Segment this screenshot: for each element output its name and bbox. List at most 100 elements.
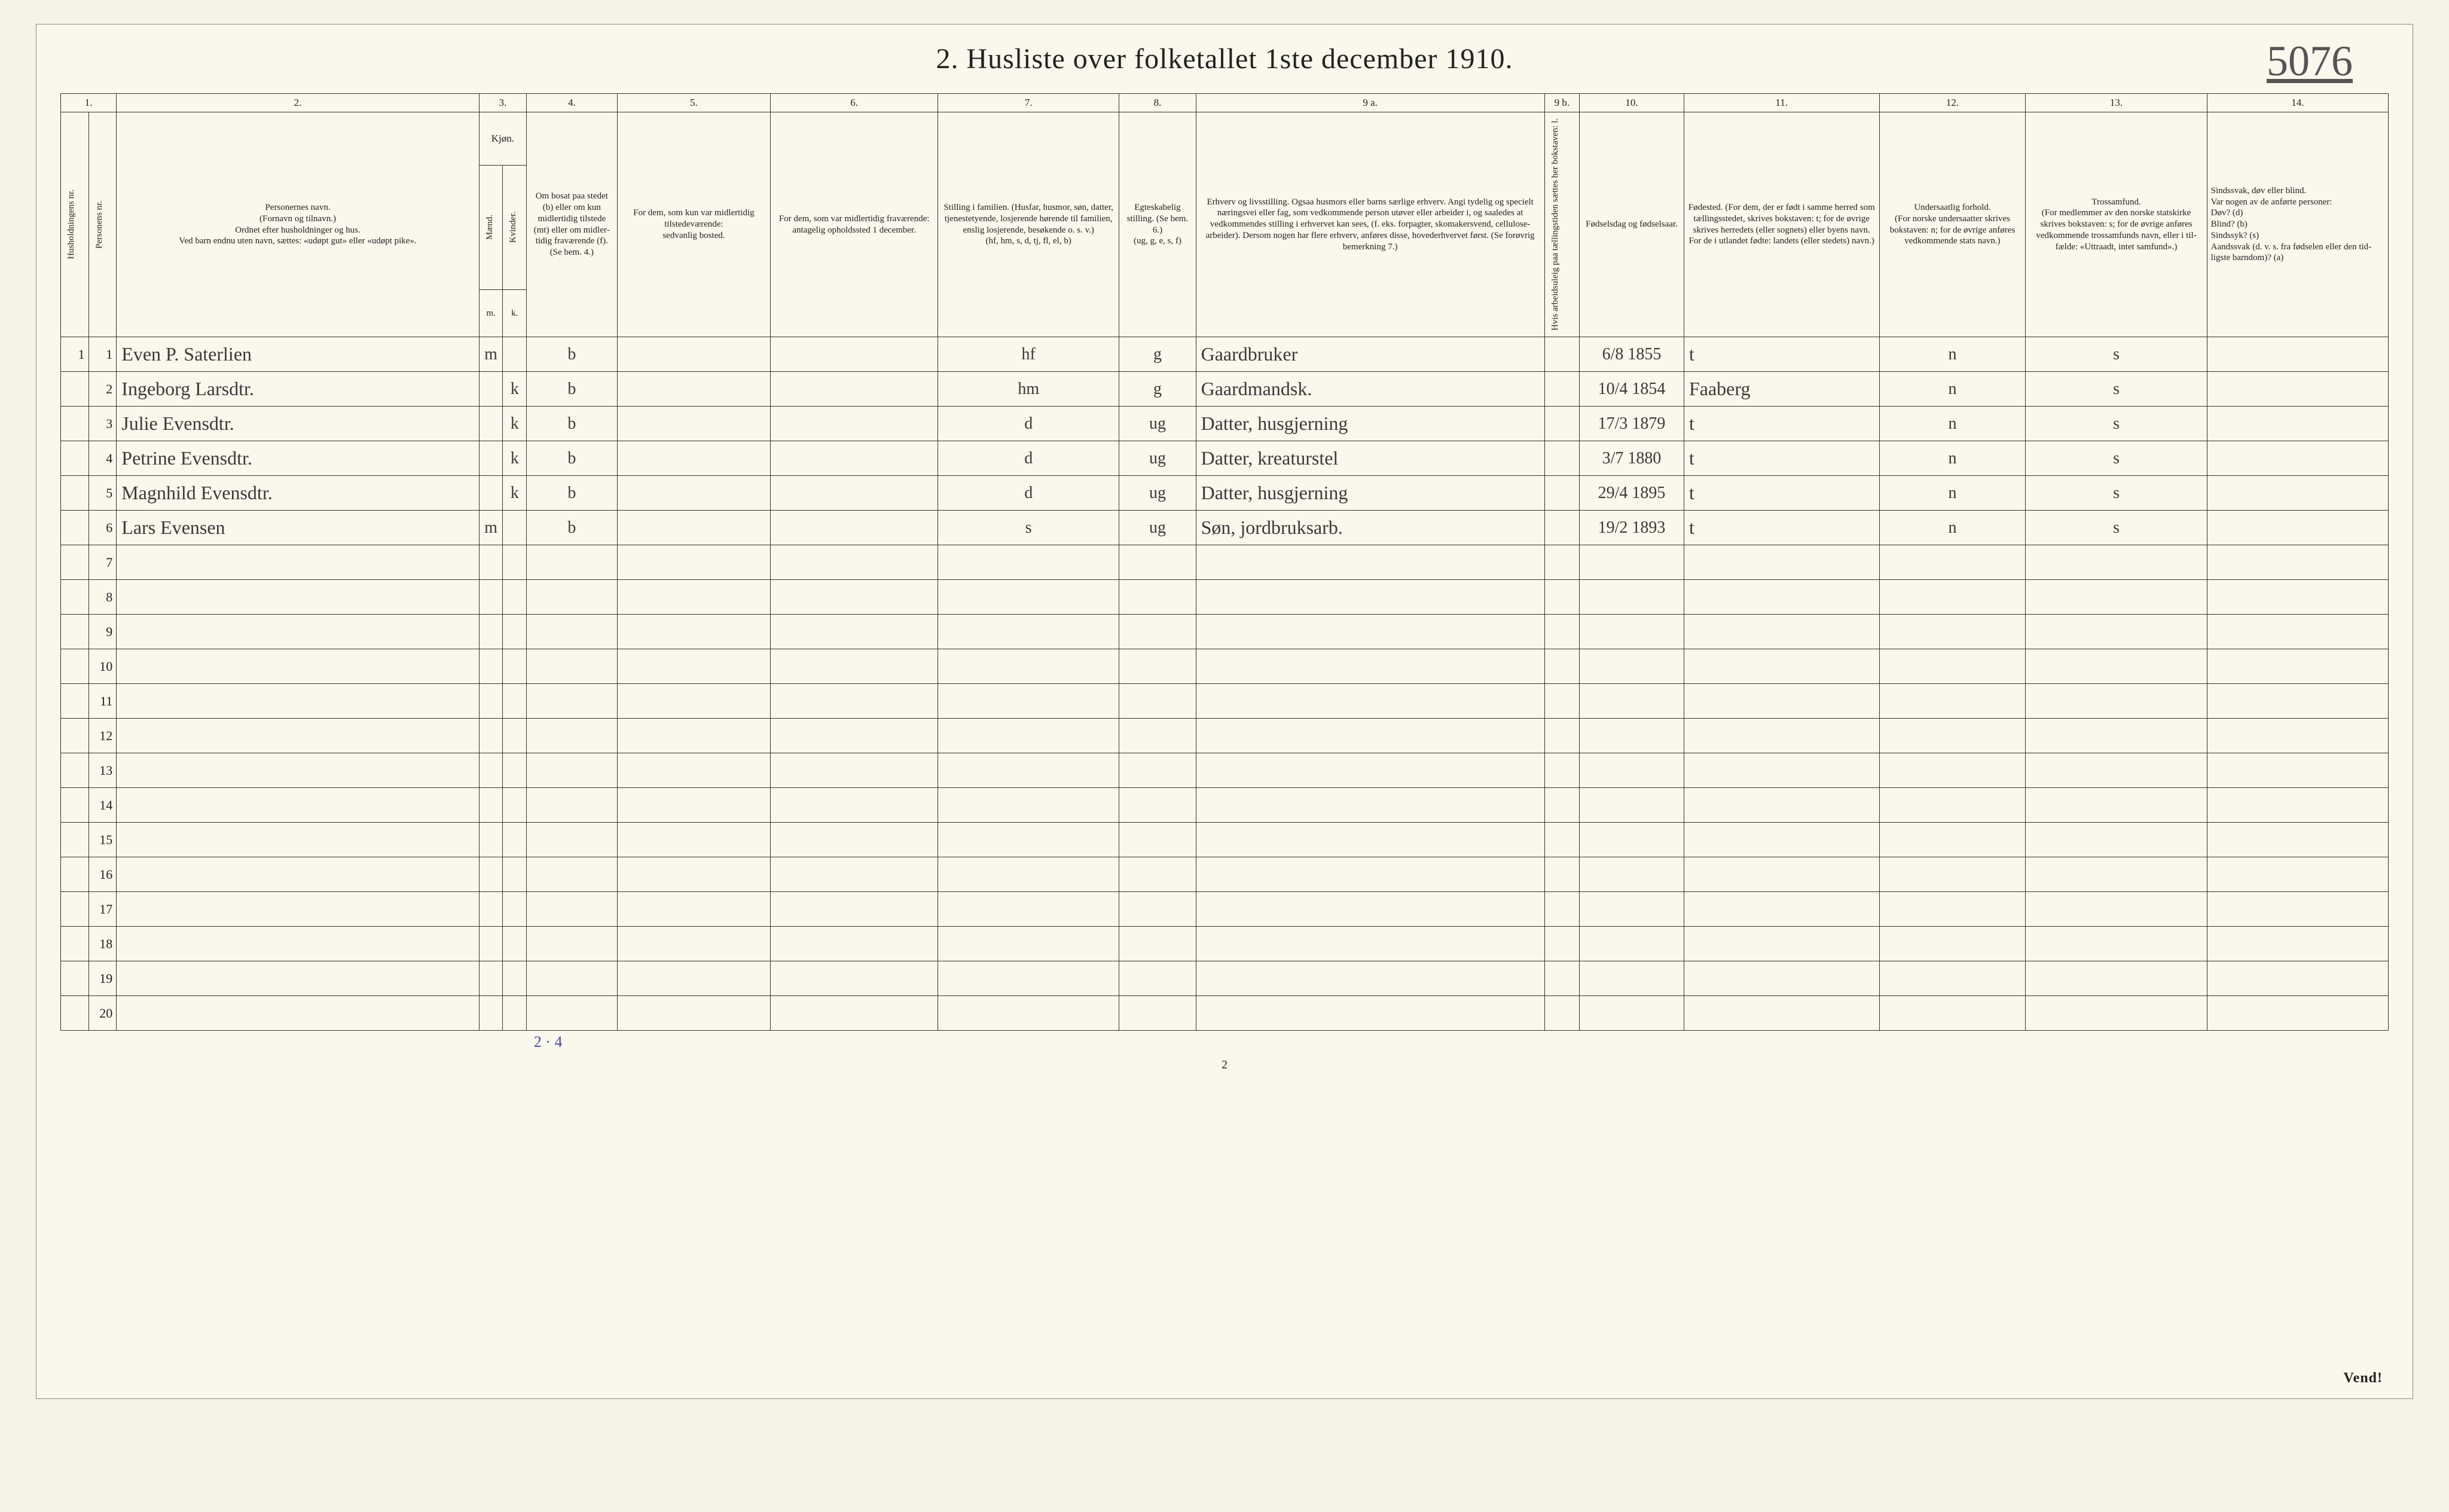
empty-cell [617, 788, 771, 823]
table-foot: 2 · 4 [61, 1031, 2389, 1054]
mt-cell [617, 511, 771, 545]
empty-cell [503, 615, 527, 649]
table-row: 6Lars EvensenmbsugSøn, jordbruksarb.19/2… [61, 511, 2389, 545]
name-cell: Julie Evensdtr. [117, 407, 479, 441]
pn-cell: 18 [88, 927, 117, 961]
empty-cell [2026, 684, 2207, 719]
empty-cell [527, 823, 618, 857]
empty-cell [2207, 753, 2388, 788]
empty-cell [61, 892, 89, 927]
pn-cell: 17 [88, 892, 117, 927]
bosat-cell: b [527, 407, 618, 441]
empty-cell [1119, 753, 1196, 788]
colnum-6: 6. [771, 94, 938, 112]
empty-cell [1119, 615, 1196, 649]
colnum-4: 4. [527, 94, 618, 112]
table-row: 19 [61, 961, 2389, 996]
colnum-3: 3. [479, 94, 526, 112]
unders-cell: n [1879, 337, 2026, 372]
empty-cell [1119, 545, 1196, 580]
empty-cell [61, 684, 89, 719]
sex-k-cell [503, 511, 527, 545]
empty-cell [61, 649, 89, 684]
mt-cell [617, 372, 771, 407]
table-row: 20 [61, 996, 2389, 1031]
hdr-frav: For dem, som var midlertidig fraværende:… [771, 112, 938, 337]
empty-cell [938, 927, 1119, 961]
empty-cell [1196, 753, 1544, 788]
empty-cell [1684, 788, 1879, 823]
hdr-fdag: Fødsels­dag og fødsels­aar. [1580, 112, 1684, 337]
empty-cell [1544, 649, 1579, 684]
empty-cell [1119, 996, 1196, 1031]
fsted-cell: t [1684, 407, 1879, 441]
empty-cell [1196, 892, 1544, 927]
pn-cell: 1 [88, 337, 117, 372]
colnum-10: 10. [1580, 94, 1684, 112]
pn-cell: 13 [88, 753, 117, 788]
fsted-cell: t [1684, 337, 1879, 372]
empty-cell [1580, 719, 1684, 753]
empty-cell [771, 719, 938, 753]
empty-cell [1196, 545, 1544, 580]
empty-cell [617, 961, 771, 996]
page-title: 2. Husliste over folketallet 1ste decemb… [936, 42, 1513, 75]
unders-cell: n [1879, 476, 2026, 511]
hdr-name: Personernes navn. (Fornavn og tilnavn.) … [117, 112, 479, 337]
empty-cell [479, 649, 503, 684]
empty-cell [617, 892, 771, 927]
table-row: 2Ingeborg Larsdtr.kbhmgGaardmandsk.10/4 … [61, 372, 2389, 407]
empty-cell [617, 615, 771, 649]
empty-cell [771, 615, 938, 649]
fdag-cell: 29/4 1895 [1580, 476, 1684, 511]
empty-cell [503, 545, 527, 580]
table-row: 12 [61, 719, 2389, 753]
sheet-number: 5076 [2267, 36, 2353, 86]
empty-cell [617, 996, 771, 1031]
table-row: 13 [61, 753, 2389, 788]
erhverv-cell: Datter, kreaturstel [1196, 441, 1544, 476]
empty-cell [938, 649, 1119, 684]
empty-cell [1879, 649, 2026, 684]
empty-cell [117, 753, 479, 788]
empty-cell [479, 615, 503, 649]
empty-cell [771, 684, 938, 719]
empty-cell [117, 684, 479, 719]
mt-cell [617, 476, 771, 511]
table-row: 16 [61, 857, 2389, 892]
empty-cell [1580, 580, 1684, 615]
empty-cell [2026, 753, 2207, 788]
empty-cell [1544, 927, 1579, 961]
sind-cell [2207, 407, 2388, 441]
empty-cell [1119, 649, 1196, 684]
empty-cell [1544, 788, 1579, 823]
table-row: 8 [61, 580, 2389, 615]
pn-cell: 14 [88, 788, 117, 823]
empty-cell [1119, 961, 1196, 996]
empty-cell [1196, 684, 1544, 719]
pn-cell: 15 [88, 823, 117, 857]
empty-cell [1544, 823, 1579, 857]
empty-cell [1544, 753, 1579, 788]
hh-cell [61, 407, 89, 441]
empty-cell [771, 857, 938, 892]
sind-cell [2207, 476, 2388, 511]
empty-cell [2207, 580, 2388, 615]
pn-cell: 4 [88, 441, 117, 476]
empty-cell [503, 719, 527, 753]
table-row: 3Julie Evensdtr.kbdugDatter, husgjerning… [61, 407, 2389, 441]
tros-cell: s [2026, 441, 2207, 476]
empty-cell [771, 753, 938, 788]
empty-cell [2207, 788, 2388, 823]
name-cell: Even P. Saterlien [117, 337, 479, 372]
empty-cell [617, 857, 771, 892]
unders-cell: n [1879, 511, 2026, 545]
empty-cell [1684, 996, 1879, 1031]
empty-cell [527, 580, 618, 615]
empty-cell [2026, 996, 2207, 1031]
empty-cell [2207, 927, 2388, 961]
empty-cell [61, 580, 89, 615]
name-cell: Magnhild Evensdtr. [117, 476, 479, 511]
empty-cell [771, 788, 938, 823]
empty-cell [503, 788, 527, 823]
